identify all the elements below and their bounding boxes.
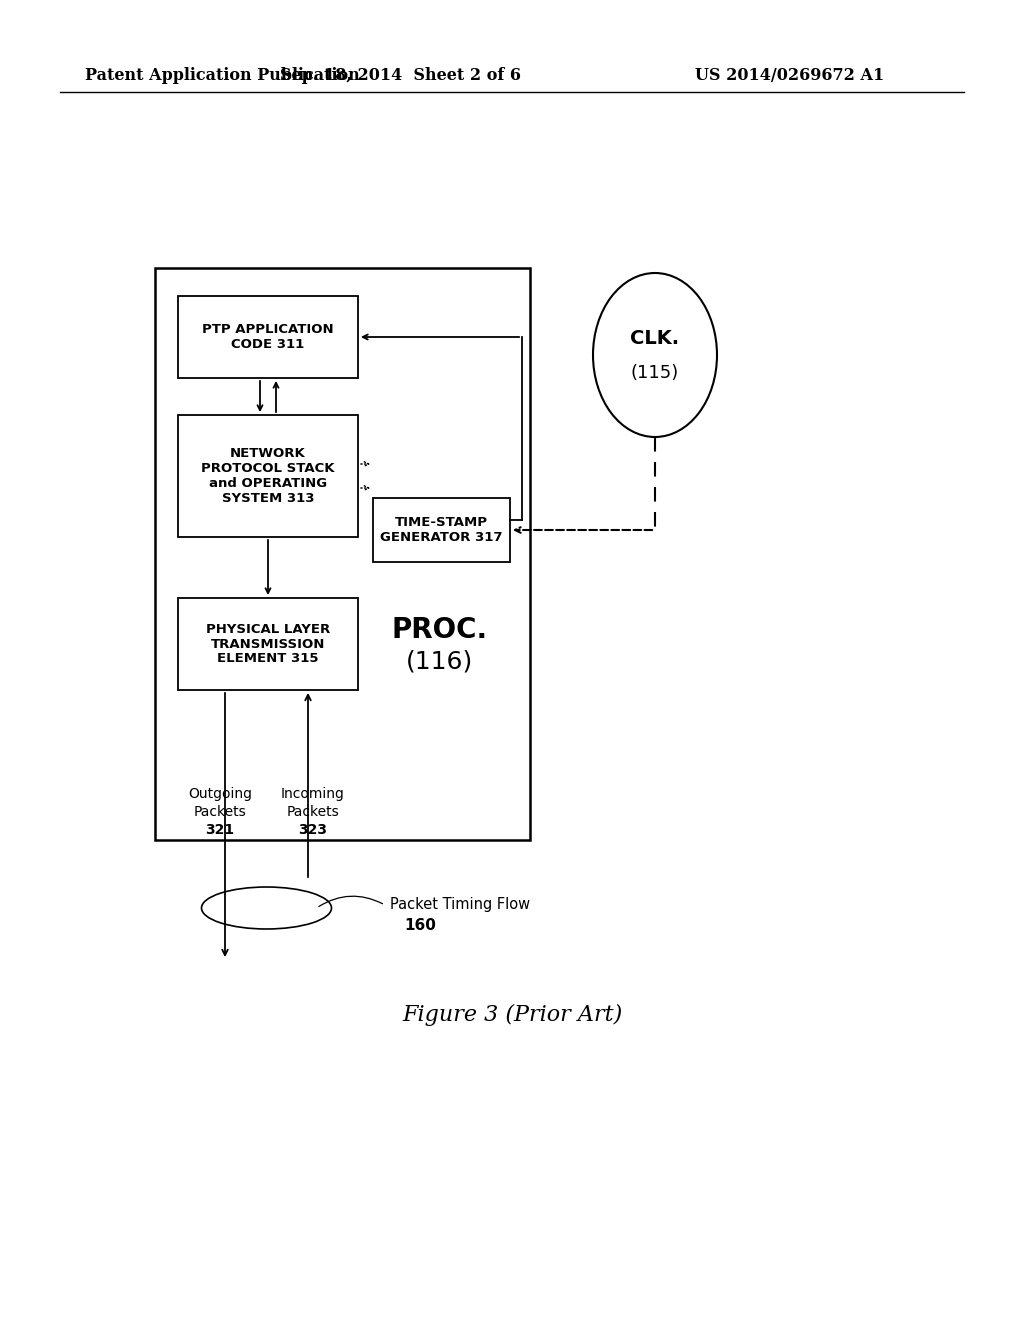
Ellipse shape <box>593 273 717 437</box>
Bar <box>178 296 358 378</box>
Text: Outgoing: Outgoing <box>188 787 252 801</box>
Text: (116): (116) <box>407 649 474 675</box>
Text: Sep. 18, 2014  Sheet 2 of 6: Sep. 18, 2014 Sheet 2 of 6 <box>280 66 520 83</box>
Bar <box>178 414 358 537</box>
Ellipse shape <box>202 887 332 929</box>
Text: TIME-STAMP: TIME-STAMP <box>395 516 488 529</box>
Bar <box>155 268 530 840</box>
Text: PROC.: PROC. <box>392 616 488 644</box>
Text: CODE 311: CODE 311 <box>231 338 304 351</box>
Text: Incoming: Incoming <box>281 787 345 801</box>
Text: and OPERATING: and OPERATING <box>209 477 327 490</box>
Text: PHYSICAL LAYER: PHYSICAL LAYER <box>206 623 330 636</box>
Text: US 2014/0269672 A1: US 2014/0269672 A1 <box>695 66 885 83</box>
Text: Packets: Packets <box>194 805 247 818</box>
Bar <box>178 598 358 690</box>
Text: PTP APPLICATION: PTP APPLICATION <box>202 323 334 337</box>
Text: (115): (115) <box>631 364 679 381</box>
Text: Packets: Packets <box>287 805 339 818</box>
Text: Patent Application Publication: Patent Application Publication <box>85 66 359 83</box>
Text: GENERATOR 317: GENERATOR 317 <box>380 531 503 544</box>
Text: Packet Timing Flow: Packet Timing Flow <box>390 898 530 912</box>
Text: SYSTEM 313: SYSTEM 313 <box>222 491 314 504</box>
Text: ELEMENT 315: ELEMENT 315 <box>217 652 318 665</box>
Text: Figure 3 (Prior Art): Figure 3 (Prior Art) <box>401 1005 623 1026</box>
Text: NETWORK: NETWORK <box>230 447 306 461</box>
Text: 160: 160 <box>404 917 436 932</box>
Text: TRANSMISSION: TRANSMISSION <box>211 638 326 651</box>
Bar <box>373 498 510 562</box>
Text: 321: 321 <box>206 822 234 837</box>
Text: 323: 323 <box>299 822 328 837</box>
Text: CLK.: CLK. <box>631 330 680 348</box>
Text: PROTOCOL STACK: PROTOCOL STACK <box>202 462 335 475</box>
